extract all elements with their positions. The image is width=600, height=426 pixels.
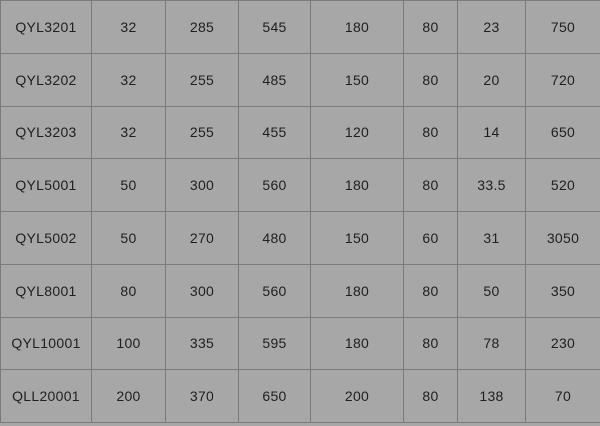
value-cell: 180 bbox=[310, 316, 404, 371]
value-cell: 520 bbox=[525, 158, 600, 212]
value-cell: 78 bbox=[457, 316, 526, 371]
value-cell: 480 bbox=[238, 211, 311, 265]
value-cell: 270 bbox=[165, 211, 239, 265]
value-cell: 200 bbox=[310, 369, 404, 423]
value-cell: 70 bbox=[525, 369, 600, 423]
value-cell: 80 bbox=[91, 263, 166, 318]
value-cell: 80 bbox=[403, 52, 458, 107]
model-cell: QYL3201 bbox=[0, 0, 92, 54]
value-cell: 50 bbox=[457, 263, 526, 318]
value-cell: 120 bbox=[310, 105, 404, 160]
value-cell: 14 bbox=[457, 105, 526, 160]
value-cell: 300 bbox=[165, 158, 239, 212]
value-cell: 485 bbox=[238, 52, 311, 107]
value-cell: 560 bbox=[238, 263, 311, 318]
value-cell: 50 bbox=[91, 158, 166, 212]
table-row: QYL10001 100 335 595 180 80 78 230 bbox=[0, 316, 600, 371]
value-cell: 335 bbox=[165, 316, 239, 371]
value-cell: 20 bbox=[457, 52, 526, 107]
model-cell: QYL5001 bbox=[0, 158, 92, 212]
value-cell: 720 bbox=[525, 52, 600, 107]
value-cell: 80 bbox=[403, 316, 458, 371]
table-row: QYL3201 32 285 545 180 80 23 750 bbox=[0, 0, 600, 54]
value-cell: 23 bbox=[457, 0, 526, 54]
value-cell: 285 bbox=[165, 0, 239, 54]
table-row: QYL8001 80 300 560 180 80 50 350 bbox=[0, 263, 600, 318]
model-cell: QLL20001 bbox=[0, 369, 92, 423]
model-cell: QYL3203 bbox=[0, 105, 92, 160]
value-cell: 560 bbox=[238, 158, 311, 212]
value-cell: 80 bbox=[403, 105, 458, 160]
value-cell: 595 bbox=[238, 316, 311, 371]
value-cell: 455 bbox=[238, 105, 311, 160]
table-row: QYL5001 50 300 560 180 80 33.5 520 bbox=[0, 158, 600, 212]
value-cell: 255 bbox=[165, 105, 239, 160]
value-cell: 33.5 bbox=[457, 158, 526, 212]
value-cell: 255 bbox=[165, 52, 239, 107]
value-cell: 650 bbox=[525, 105, 600, 160]
value-cell: 138 bbox=[457, 369, 526, 423]
table-row: QYL3203 32 255 455 120 80 14 650 bbox=[0, 105, 600, 160]
value-cell: 750 bbox=[525, 0, 600, 54]
value-cell: 100 bbox=[91, 316, 166, 371]
value-cell: 180 bbox=[310, 158, 404, 212]
model-cell: QYL8001 bbox=[0, 263, 92, 318]
value-cell: 150 bbox=[310, 52, 404, 107]
value-cell: 32 bbox=[91, 52, 166, 107]
table-row: QLL20001 200 370 650 200 80 138 70 bbox=[0, 369, 600, 423]
value-cell: 200 bbox=[91, 369, 166, 423]
value-cell: 60 bbox=[403, 211, 458, 265]
value-cell: 50 bbox=[91, 211, 166, 265]
value-cell: 31 bbox=[457, 211, 526, 265]
value-cell: 80 bbox=[403, 158, 458, 212]
value-cell: 80 bbox=[403, 369, 458, 423]
value-cell: 180 bbox=[310, 0, 404, 54]
value-cell: 300 bbox=[165, 263, 239, 318]
value-cell: 80 bbox=[403, 263, 458, 318]
value-cell: 32 bbox=[91, 0, 166, 54]
table-row: QYL3202 32 255 485 150 80 20 720 bbox=[0, 52, 600, 107]
value-cell: 650 bbox=[238, 369, 311, 423]
value-cell: 230 bbox=[525, 316, 600, 371]
model-cell: QYL3202 bbox=[0, 52, 92, 107]
value-cell: 150 bbox=[310, 211, 404, 265]
value-cell: 180 bbox=[310, 263, 404, 318]
value-cell: 545 bbox=[238, 0, 311, 54]
value-cell: 80 bbox=[403, 0, 458, 54]
value-cell: 3050 bbox=[525, 211, 600, 265]
value-cell: 370 bbox=[165, 369, 239, 423]
model-cell: QYL5002 bbox=[0, 211, 92, 265]
table-row: QYL5002 50 270 480 150 60 31 3050 bbox=[0, 211, 600, 265]
value-cell: 350 bbox=[525, 263, 600, 318]
value-cell: 32 bbox=[91, 105, 166, 160]
model-cell: QYL10001 bbox=[0, 316, 92, 371]
